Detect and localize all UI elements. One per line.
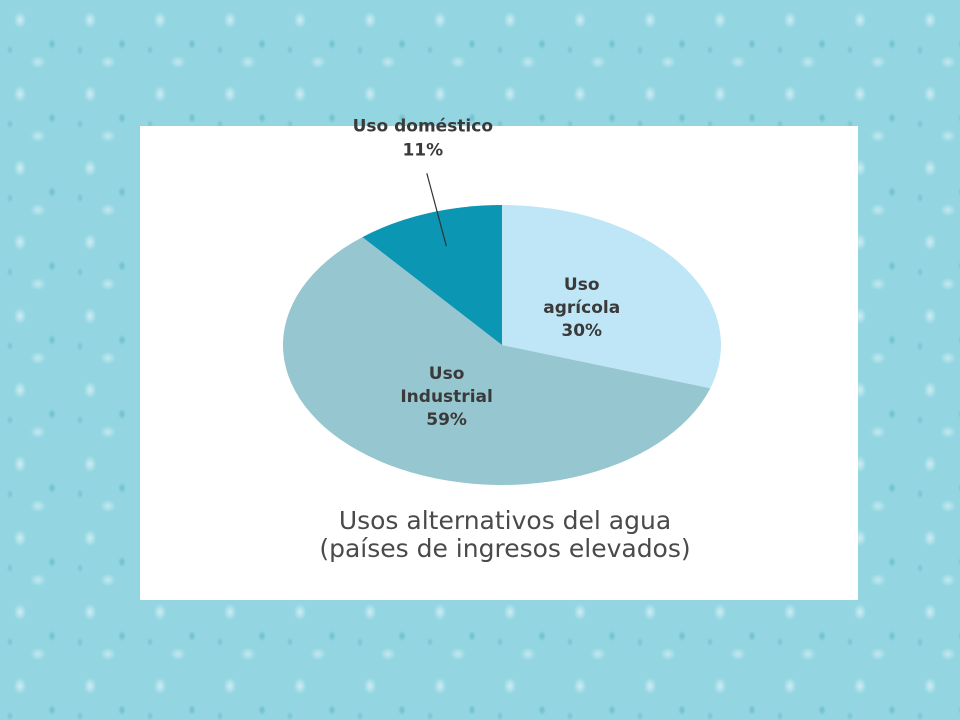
leader-line — [426, 173, 447, 247]
slice-label-line: Uso — [564, 275, 600, 295]
slice-label: Uso doméstico — [353, 116, 493, 136]
value-label: 30% — [561, 321, 602, 341]
slice-label: Uso Industrial — [400, 364, 492, 407]
value-label: 59% — [426, 410, 467, 430]
slice-label-line: agrícola — [543, 298, 620, 318]
slice-label: Uso agrícola — [543, 275, 620, 318]
value-label: 11% — [402, 140, 443, 160]
slice-label-line: Industrial — [400, 387, 492, 407]
pie-slice — [502, 205, 721, 389]
pie-slice — [283, 237, 711, 486]
slice-label-line: Uso — [429, 364, 465, 384]
chart-subtitle: (países de ingresos elevados) — [319, 534, 690, 563]
chart-title: Usos alternativos del agua — [339, 506, 671, 535]
pie-slice — [362, 205, 502, 345]
